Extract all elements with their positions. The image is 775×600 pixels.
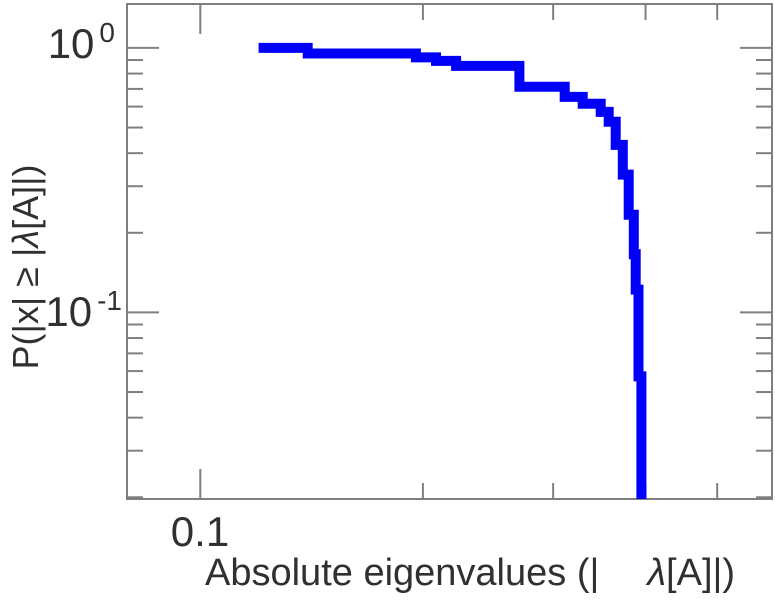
y-tick-label-1e0: 10 0 [47,17,115,68]
y-axis-title: P(|x| ≥ |λ[A]|) [5,165,47,370]
plot-frame [126,3,773,500]
lambda-symbol: λ [647,552,667,594]
x-axis-title: Absolute eigenvalues (| λ[A]|) [205,552,735,595]
x-axis-title-suffix: [A]|) [666,552,736,594]
y-tick-exponent: 0 [99,17,115,48]
x-tick-label-0p1: 0.1 [170,508,230,555]
y-tick-exponent: -1 [97,285,122,316]
y-axis-title-prefix: P(|x| ≥ | [5,247,46,370]
eigenvalue-ccdf-curve [258,42,647,499]
y-axis-title-suffix: [A]|) [5,164,46,230]
y-tick-base: 10 [47,20,95,67]
y-tick-label-1e-1: 10 -1 [45,285,122,336]
lambda-symbol: λ [5,229,46,248]
x-axis-title-prefix: Absolute eigenvalues (| [205,552,600,594]
y-tick-base: 10 [45,288,93,335]
